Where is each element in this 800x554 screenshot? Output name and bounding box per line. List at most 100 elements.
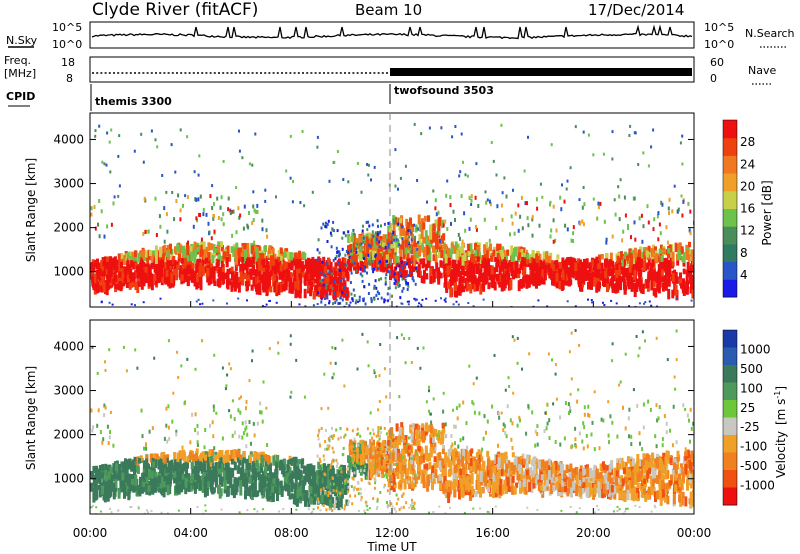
data-cell (387, 287, 390, 290)
data-cell (511, 476, 515, 483)
data-cell (469, 283, 473, 294)
data-cell (417, 214, 421, 225)
data-cell (178, 252, 181, 260)
data-cell (610, 278, 613, 286)
data-cell (279, 264, 283, 272)
data-cell (154, 480, 158, 492)
data-cell (339, 498, 343, 509)
data-cell (449, 203, 452, 207)
data-cell (487, 258, 490, 267)
data-cell (602, 152, 605, 156)
data-cell (658, 248, 662, 258)
data-cell (604, 258, 607, 268)
data-cell (506, 249, 510, 256)
data-cell (545, 252, 549, 263)
data-cell (679, 141, 682, 145)
data-cell (338, 268, 341, 272)
data-cell (203, 247, 207, 258)
data-cell (315, 485, 319, 496)
data-cell (662, 247, 666, 254)
data-cell (232, 244, 236, 250)
data-cell (453, 488, 457, 498)
data-cell (428, 126, 431, 130)
data-cell (117, 154, 120, 158)
data-cell (258, 252, 262, 261)
data-cell (447, 458, 451, 468)
data-cell (178, 270, 182, 278)
data-cell (439, 260, 443, 268)
data-cell (637, 249, 641, 257)
data-cell (307, 257, 310, 268)
data-cell (392, 270, 396, 279)
data-cell (245, 261, 248, 269)
data-cell (633, 247, 637, 259)
data-cell (361, 274, 364, 278)
data-cell (650, 304, 653, 307)
data-cell (593, 277, 597, 287)
data-cell (301, 130, 304, 133)
data-cell (413, 297, 416, 300)
data-cell (260, 274, 264, 284)
data-cell (163, 261, 167, 269)
data-cell (395, 262, 399, 268)
data-cell (256, 490, 260, 497)
data-cell (647, 220, 650, 225)
data-cell (484, 190, 487, 194)
data-cell (407, 284, 410, 288)
data-cell (600, 262, 604, 269)
data-cell (379, 260, 382, 264)
data-cell (362, 300, 365, 303)
data-cell (362, 297, 365, 301)
data-cell (128, 282, 132, 290)
data-cell (631, 263, 634, 271)
data-cell (438, 231, 441, 236)
data-cell (464, 173, 467, 177)
data-cell (348, 304, 351, 307)
data-cell (148, 481, 152, 489)
data-cell (384, 276, 387, 280)
data-cell (199, 303, 201, 306)
nsky-series-line (91, 24, 693, 40)
data-cell (423, 464, 427, 471)
cpid-segment-2: twofsound 3503 (394, 84, 494, 97)
data-cell (360, 190, 363, 194)
data-cell (467, 250, 471, 256)
data-cell (215, 478, 218, 488)
data-cell (157, 485, 161, 493)
data-cell (197, 298, 200, 301)
data-cell (368, 262, 371, 266)
data-cell (436, 475, 440, 484)
data-cell (578, 272, 582, 282)
date-title: 17/Dec/2014 (588, 1, 684, 19)
data-cell (212, 272, 216, 284)
data-cell (459, 170, 462, 174)
data-cell (347, 245, 350, 256)
data-cell (543, 274, 547, 281)
data-cell (652, 281, 656, 287)
data-cell (264, 245, 267, 252)
data-cell (597, 271, 601, 278)
data-cell (173, 452, 177, 461)
data-cell (655, 253, 659, 264)
data-cell (644, 301, 647, 304)
data-cell (515, 466, 519, 473)
data-cell (344, 253, 347, 257)
data-cell (431, 479, 434, 490)
data-cell (329, 274, 333, 282)
data-cell (318, 251, 321, 255)
data-cell (615, 263, 619, 270)
data-cell (392, 223, 396, 234)
data-cell (558, 262, 562, 269)
data-cell (312, 290, 316, 300)
data-cell (434, 219, 438, 228)
data-cell (177, 193, 180, 198)
data-cell (341, 262, 345, 272)
data-cell (235, 186, 238, 189)
data-cell (198, 154, 201, 158)
data-cell (377, 248, 381, 259)
data-cell (527, 258, 531, 268)
data-cell (334, 301, 337, 305)
data-cell (437, 210, 440, 215)
data-cell (457, 232, 460, 237)
data-cell (152, 258, 156, 268)
